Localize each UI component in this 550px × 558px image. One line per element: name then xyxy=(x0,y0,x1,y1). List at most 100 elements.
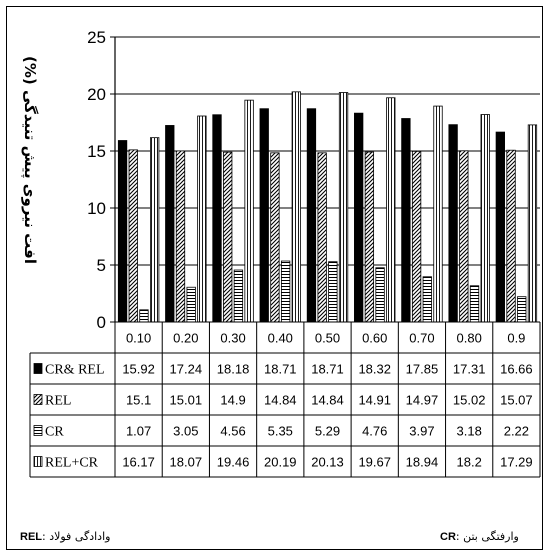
data-label: 3.05 xyxy=(173,424,198,439)
footer-cr-abbr: CR xyxy=(440,531,456,543)
data-label: 18.71 xyxy=(264,362,297,377)
data-label: 17.31 xyxy=(453,362,486,377)
x-tick-label: 0.30 xyxy=(220,331,245,346)
axes: 0 5 10 15 20 25 xyxy=(87,28,116,332)
data-label: 18.07 xyxy=(170,455,203,470)
data-label: 4.76 xyxy=(362,424,387,439)
bar-vertical-2 xyxy=(244,99,254,323)
bar-diagonal-1 xyxy=(175,150,186,323)
data-label: 18.2 xyxy=(457,455,482,470)
bar-diagonal-2 xyxy=(223,151,233,323)
y-tick-label: 5 xyxy=(97,256,106,275)
bar-diagonal-6 xyxy=(411,150,422,323)
x-tick-label: 0.9 xyxy=(507,331,525,346)
footer-rel-abbr: REL xyxy=(20,531,42,543)
x-tick-label: 0.10 xyxy=(126,331,151,346)
bar-solid-2 xyxy=(212,114,222,323)
data-label: 17.24 xyxy=(170,362,203,377)
bar-vertical-0 xyxy=(150,137,160,323)
x-tick-label: 0.70 xyxy=(409,331,434,346)
bar-diagonal-0 xyxy=(128,149,138,323)
bar-diagonal-7 xyxy=(459,150,469,323)
x-tick-label: 0.60 xyxy=(362,331,387,346)
bar-horizontal-4 xyxy=(328,261,338,323)
legend-swatch-vertical xyxy=(33,456,43,467)
legend-label: REL xyxy=(45,394,71,409)
data-label: 18.71 xyxy=(311,362,344,377)
data-label: 14.91 xyxy=(358,393,391,408)
data-label: 18.18 xyxy=(217,362,250,377)
data-label: 15.1 xyxy=(126,393,151,408)
legend-swatch-solid xyxy=(33,363,43,374)
data-label: 15.01 xyxy=(170,393,203,408)
legend-label: CR xyxy=(45,425,64,440)
data-label: 16.66 xyxy=(500,362,533,377)
bar-solid-1 xyxy=(165,125,175,323)
footer-cr-text: : وارفتگی بتن xyxy=(455,530,519,543)
data-label: 19.67 xyxy=(358,455,391,470)
data-label: 14.9 xyxy=(220,393,245,408)
legend-label: REL+CR xyxy=(45,456,99,471)
data-label: 3.97 xyxy=(409,424,434,439)
bar-horizontal-7 xyxy=(469,285,480,323)
bar-solid-0 xyxy=(117,140,128,323)
bar-vertical-4 xyxy=(338,92,349,323)
legend-label: CR& REL xyxy=(45,363,105,378)
bar-horizontal-8 xyxy=(517,296,527,323)
bar-solid-6 xyxy=(401,118,411,323)
bar-horizontal-6 xyxy=(422,276,432,323)
x-tick-label: 0.50 xyxy=(315,331,340,346)
footer-rel-text: : وادادگی فولاد xyxy=(42,530,111,543)
legend-swatch-diagonal xyxy=(33,394,43,405)
y-tick-label: 0 xyxy=(97,313,106,332)
y-tick-label: 25 xyxy=(87,28,106,47)
y-tick-label: 15 xyxy=(87,142,106,161)
data-label: 1.07 xyxy=(126,424,151,439)
x-tick-label: 0.40 xyxy=(268,331,293,346)
bar-solid-7 xyxy=(448,124,458,323)
y-axis-label: افت نیروی پیش تنیدگی (%) xyxy=(21,55,39,265)
x-tick-label: 0.80 xyxy=(457,331,482,346)
bar-horizontal-2 xyxy=(233,269,244,323)
footer-rel: REL: وادادگی فولاد xyxy=(20,530,110,543)
data-label: 17.85 xyxy=(406,362,439,377)
data-label: 20.19 xyxy=(264,455,297,470)
x-tick-label: 0.20 xyxy=(173,331,198,346)
y-tick-label: 20 xyxy=(87,85,106,104)
bar-vertical-8 xyxy=(527,124,538,323)
data-label: 3.18 xyxy=(457,424,482,439)
bar-vertical-3 xyxy=(291,91,301,323)
data-label: 18.32 xyxy=(358,362,391,377)
data-label: 20.13 xyxy=(311,455,344,470)
bar-horizontal-0 xyxy=(139,309,149,323)
bars xyxy=(117,91,538,323)
data-label: 16.17 xyxy=(122,455,155,470)
bar-solid-3 xyxy=(259,108,269,323)
data-label: 15.92 xyxy=(122,362,155,377)
data-label: 15.07 xyxy=(500,393,533,408)
data-label: 19.46 xyxy=(217,455,250,470)
bar-vertical-5 xyxy=(386,97,396,323)
data-label: 14.97 xyxy=(406,393,439,408)
bar-vertical-7 xyxy=(480,114,490,323)
bar-vertical-6 xyxy=(433,105,443,323)
data-label: 2.22 xyxy=(504,424,529,439)
data-label: 5.35 xyxy=(268,424,293,439)
bar-diagonal-4 xyxy=(317,152,327,323)
bar-vertical-1 xyxy=(197,115,207,323)
bar-diagonal-8 xyxy=(506,149,516,323)
bar-solid-5 xyxy=(354,112,364,323)
figure-frame xyxy=(6,6,543,550)
bar-diagonal-3 xyxy=(270,152,280,323)
data-label: 14.84 xyxy=(311,393,344,408)
data-label: 14.84 xyxy=(264,393,297,408)
footer-cr: CR: وارفتگی بتن xyxy=(440,530,519,543)
y-tick-label: 10 xyxy=(87,199,106,218)
data-label: 5.29 xyxy=(315,424,340,439)
data-label: 15.02 xyxy=(453,393,486,408)
bar-horizontal-3 xyxy=(280,260,291,323)
bar-solid-4 xyxy=(306,108,317,323)
bar-horizontal-5 xyxy=(375,267,385,323)
bar-horizontal-1 xyxy=(186,286,196,323)
